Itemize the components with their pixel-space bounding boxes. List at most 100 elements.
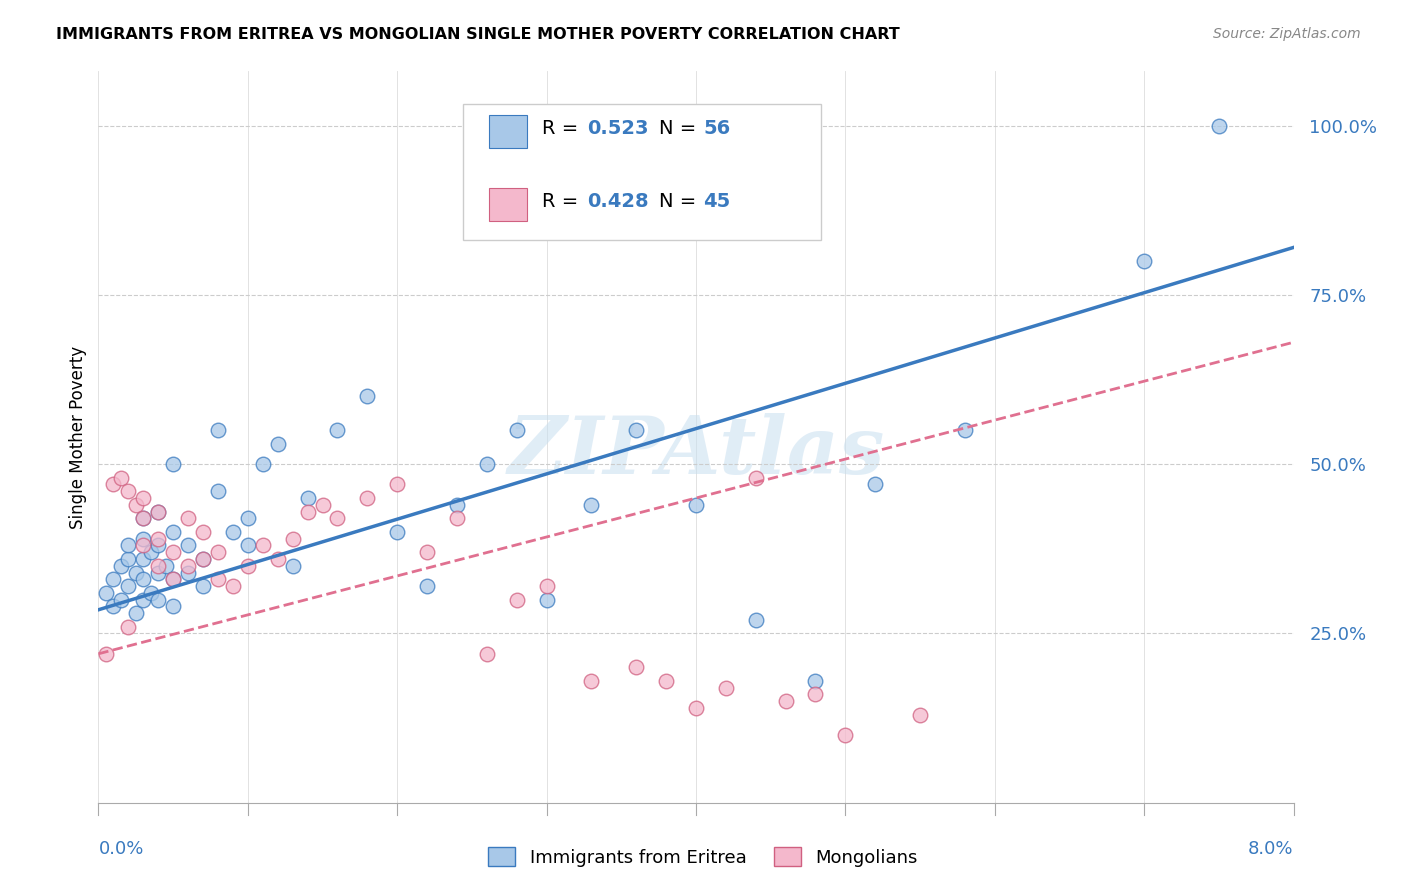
Point xyxy=(148,538,170,552)
Point xyxy=(110,471,132,485)
Point xyxy=(132,538,155,552)
Point xyxy=(326,423,349,437)
Point xyxy=(132,572,155,586)
Point xyxy=(162,572,184,586)
Point xyxy=(162,599,184,614)
Point xyxy=(125,566,148,580)
Point xyxy=(685,701,707,715)
Point xyxy=(125,606,148,620)
Point xyxy=(953,423,976,437)
Text: 0.0%: 0.0% xyxy=(98,840,143,858)
Point xyxy=(132,511,155,525)
Point xyxy=(446,511,468,525)
Point xyxy=(162,545,184,559)
Point xyxy=(148,505,170,519)
Point xyxy=(191,552,214,566)
Text: 8.0%: 8.0% xyxy=(1249,840,1294,858)
Point xyxy=(714,681,737,695)
Point xyxy=(177,566,200,580)
Legend: Immigrants from Eritrea, Mongolians: Immigrants from Eritrea, Mongolians xyxy=(481,840,925,874)
Point xyxy=(252,538,274,552)
Point xyxy=(385,524,409,539)
Point xyxy=(581,673,603,688)
Point xyxy=(281,558,304,573)
Point xyxy=(117,538,139,552)
FancyBboxPatch shape xyxy=(489,115,527,148)
Point xyxy=(117,579,139,593)
Point xyxy=(110,558,132,573)
Point xyxy=(236,511,259,525)
Point xyxy=(132,511,155,525)
Point xyxy=(804,688,827,702)
Point xyxy=(655,673,678,688)
Point xyxy=(132,552,155,566)
FancyBboxPatch shape xyxy=(463,104,821,240)
Point xyxy=(139,586,162,600)
Point xyxy=(775,694,797,708)
Point xyxy=(626,660,648,674)
Point xyxy=(252,457,274,471)
Point xyxy=(117,552,139,566)
Point xyxy=(1208,119,1230,133)
Point xyxy=(177,558,200,573)
Point xyxy=(865,477,887,491)
Text: 0.523: 0.523 xyxy=(588,119,648,137)
Point xyxy=(162,524,184,539)
Point xyxy=(536,579,558,593)
Point xyxy=(536,592,558,607)
Point xyxy=(103,572,125,586)
Point xyxy=(267,552,290,566)
FancyBboxPatch shape xyxy=(489,188,527,221)
Y-axis label: Single Mother Poverty: Single Mother Poverty xyxy=(69,345,87,529)
Point xyxy=(267,437,290,451)
Point xyxy=(94,647,117,661)
Text: IMMIGRANTS FROM ERITREA VS MONGOLIAN SINGLE MOTHER POVERTY CORRELATION CHART: IMMIGRANTS FROM ERITREA VS MONGOLIAN SIN… xyxy=(56,27,900,42)
Point xyxy=(356,389,378,403)
Point xyxy=(162,572,184,586)
Point xyxy=(125,498,148,512)
Point xyxy=(103,477,125,491)
Point xyxy=(685,498,707,512)
Point xyxy=(110,592,132,607)
Point xyxy=(281,532,304,546)
Point xyxy=(222,579,245,593)
Point xyxy=(155,558,177,573)
Point xyxy=(162,457,184,471)
Point xyxy=(207,484,229,499)
Text: N =: N = xyxy=(659,192,703,211)
Point xyxy=(236,538,259,552)
Text: N =: N = xyxy=(659,119,703,137)
Point xyxy=(207,545,229,559)
Point xyxy=(207,423,229,437)
Point xyxy=(177,538,200,552)
Point xyxy=(132,491,155,505)
Point xyxy=(506,592,529,607)
Point xyxy=(804,673,827,688)
Point xyxy=(506,423,529,437)
Point xyxy=(148,558,170,573)
Point xyxy=(581,498,603,512)
Point xyxy=(745,471,768,485)
Point xyxy=(191,579,214,593)
Point xyxy=(132,592,155,607)
Point xyxy=(177,511,200,525)
Point xyxy=(446,498,468,512)
Point xyxy=(908,707,931,722)
Text: R =: R = xyxy=(541,119,585,137)
Point xyxy=(148,505,170,519)
Point xyxy=(207,572,229,586)
Point xyxy=(117,620,139,634)
Point xyxy=(626,423,648,437)
Point xyxy=(191,524,214,539)
Point xyxy=(475,647,498,661)
Point xyxy=(356,491,378,505)
Point xyxy=(236,558,259,573)
Point xyxy=(326,511,349,525)
Point xyxy=(475,457,498,471)
Point xyxy=(103,599,125,614)
Point xyxy=(191,552,214,566)
Point xyxy=(132,532,155,546)
Point xyxy=(148,592,170,607)
Point xyxy=(94,586,117,600)
Point xyxy=(745,613,768,627)
